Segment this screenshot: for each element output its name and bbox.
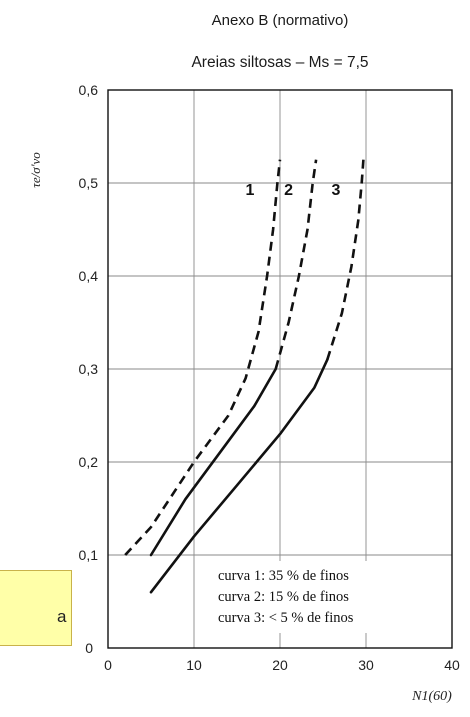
curve-1-dashed [124, 159, 282, 556]
side-note-box: a [0, 570, 72, 646]
chart-title: Areias siltosas – Ms = 7,5 [191, 54, 369, 71]
plot-frame [107, 89, 453, 649]
curve-1-marker: 1 [245, 182, 254, 199]
legend-entry: curva 2: 15 % de finos [218, 589, 349, 605]
curve-2-dashed [274, 159, 318, 370]
curve-2-marker: 2 [284, 182, 293, 199]
annex-title: Anexo B (normativo) [211, 12, 349, 29]
y-axis-label: τe/σ'vo [28, 152, 43, 188]
x-tick-label: 10 [186, 657, 202, 673]
legend-entry: curva 3: < 5 % de finos [218, 610, 354, 626]
x-tick-label: 0 [104, 657, 112, 673]
curve-3-solid [149, 358, 329, 594]
y-tick-label: 0,1 [79, 547, 99, 563]
curve-3-marker: 3 [331, 182, 340, 199]
x-tick-label: 30 [358, 657, 374, 673]
x-axis-label: N1(60) [411, 689, 452, 704]
legend-entry: curva 1: 35 % de finos [218, 568, 349, 584]
x-tick-label: 20 [272, 657, 288, 673]
y-tick-label: 0,2 [79, 454, 99, 470]
y-tick-label: 0,5 [79, 175, 99, 191]
x-tick-label: 40 [444, 657, 460, 673]
curve-2-solid [149, 367, 277, 557]
y-tick-label: 0,6 [79, 82, 99, 98]
side-note-text: a [57, 607, 67, 626]
curve-3-dashed [326, 159, 365, 361]
legend-box [200, 561, 450, 633]
y-tick-label: 0,4 [79, 268, 99, 284]
y-tick-label: 0,3 [79, 361, 99, 377]
y-tick-label: 0 [85, 640, 93, 656]
